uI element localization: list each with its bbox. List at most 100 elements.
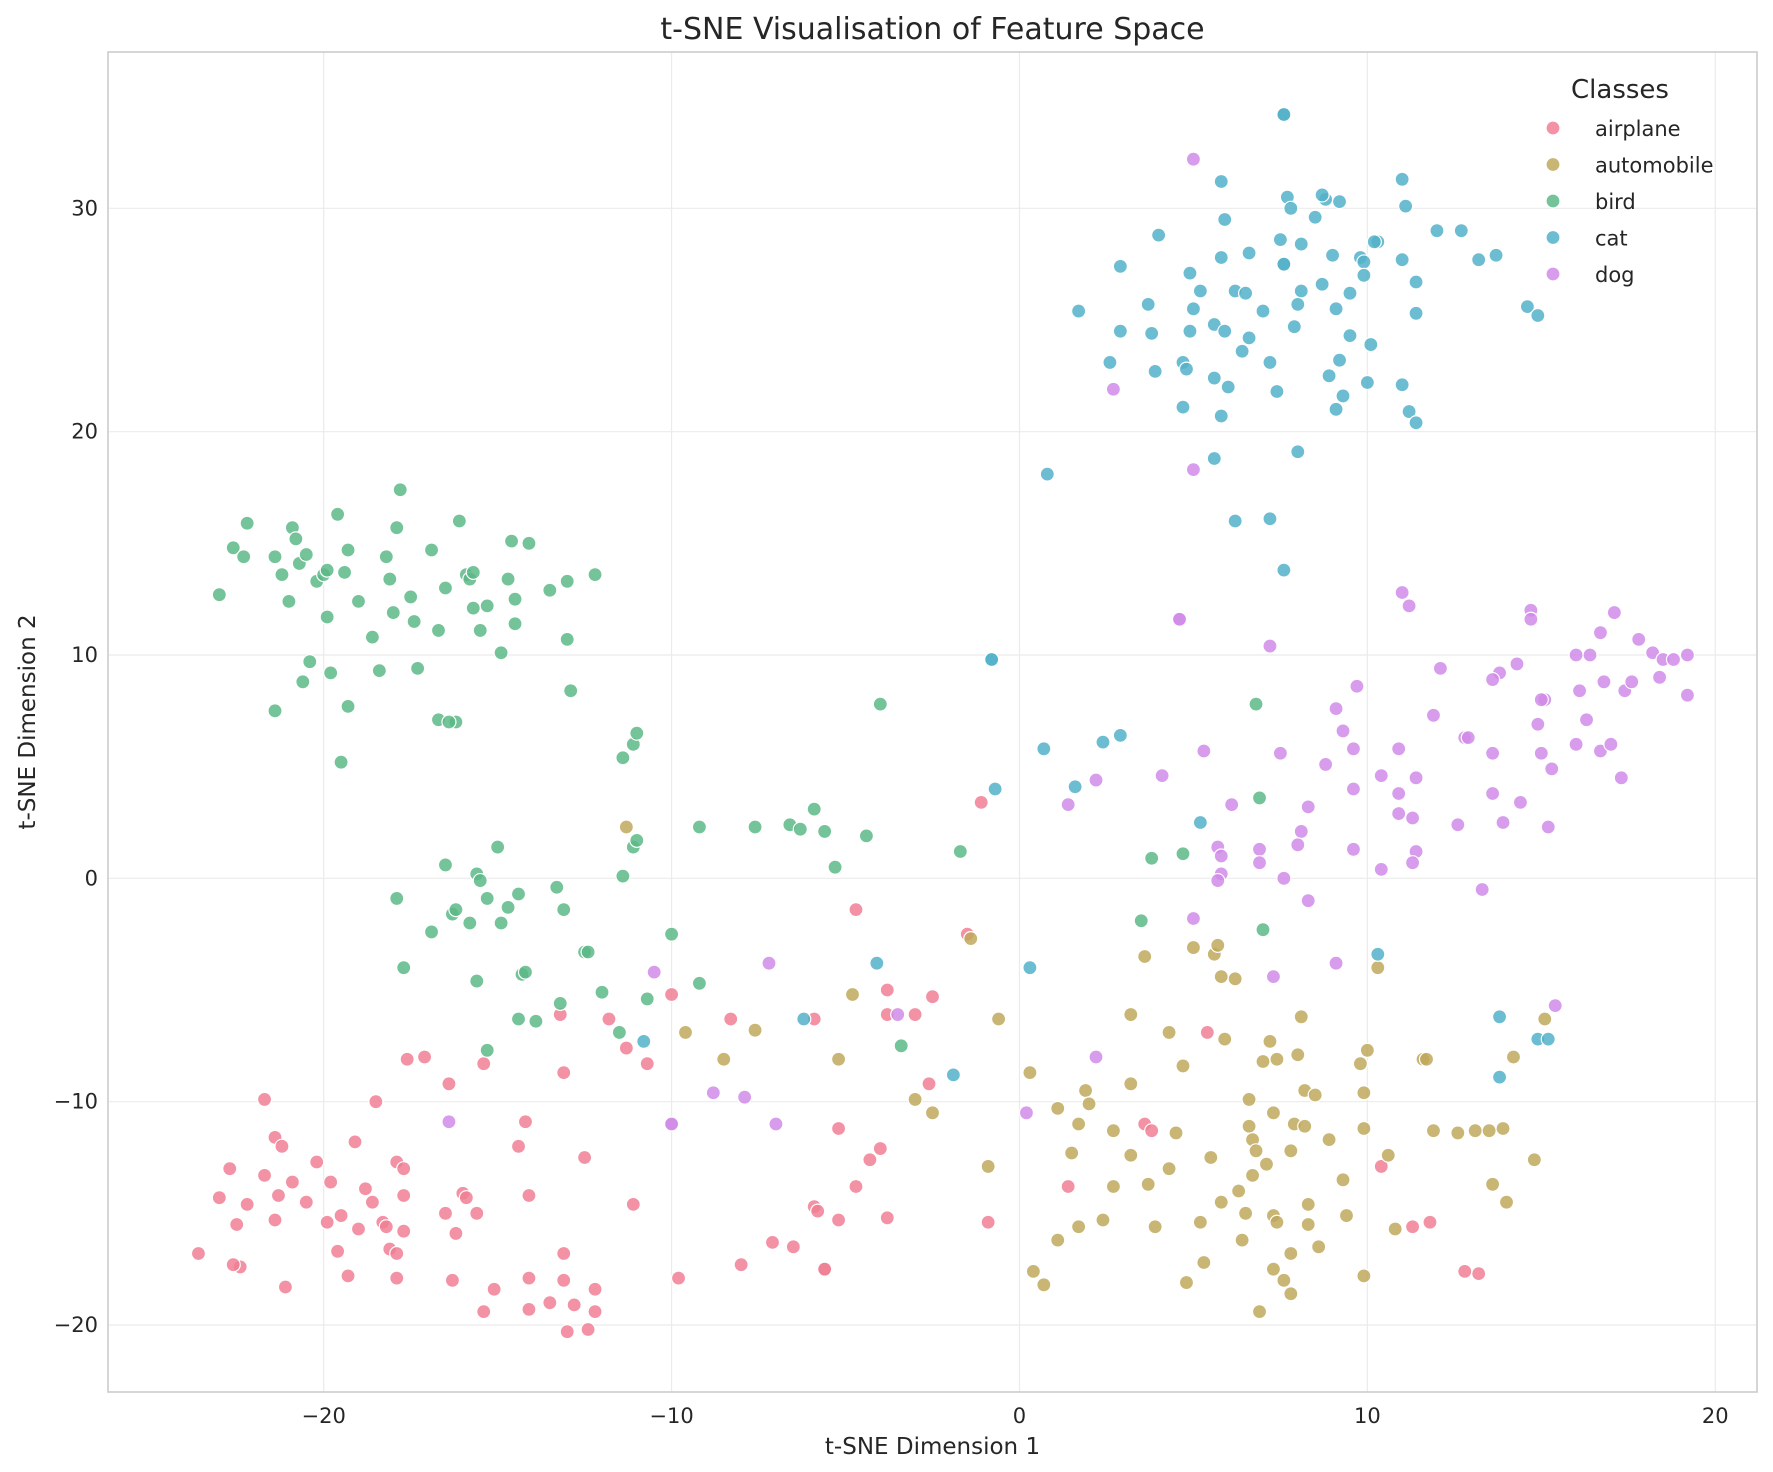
point-bird <box>500 571 516 587</box>
y-axis-label: t-SNE Dimension 2 <box>15 614 41 829</box>
point-dog <box>1509 656 1525 672</box>
point-cat <box>1140 296 1156 312</box>
point-automobile <box>1297 1118 1313 1134</box>
point-dog <box>1603 736 1619 752</box>
point-cat <box>1213 173 1229 190</box>
point-dog <box>1485 671 1501 688</box>
point-airplane <box>521 1187 537 1204</box>
point-airplane <box>284 1174 300 1190</box>
point-airplane <box>587 1303 603 1320</box>
point-automobile <box>1352 1056 1369 1072</box>
legend-label-bird: bird <box>1595 190 1636 214</box>
point-airplane <box>486 1281 502 1297</box>
point-automobile <box>1481 1123 1497 1139</box>
series-dog <box>441 151 1696 1132</box>
legend-title: Classes <box>1571 75 1669 105</box>
point-airplane <box>848 1178 864 1195</box>
point-cat <box>984 651 1000 668</box>
point-automobile <box>1175 1058 1191 1074</box>
point-airplane <box>1373 1158 1389 1175</box>
point-dog <box>1401 598 1417 614</box>
point-bird <box>448 901 464 918</box>
point-dog <box>1088 1049 1104 1065</box>
point-bird <box>385 604 401 621</box>
legend-label-automobile: automobile <box>1595 154 1713 178</box>
point-dog <box>1213 848 1229 864</box>
point-bird <box>587 566 603 583</box>
point-automobile <box>1485 1176 1501 1192</box>
point-airplane <box>517 1114 534 1130</box>
point-automobile <box>1231 1183 1247 1199</box>
point-automobile <box>1071 1116 1087 1132</box>
point-cat <box>1039 466 1055 482</box>
point-automobile <box>1450 1125 1466 1141</box>
point-bird <box>340 542 356 558</box>
point-bird <box>611 1024 627 1041</box>
point-airplane <box>277 1279 294 1295</box>
point-automobile <box>1213 968 1229 985</box>
point-cat <box>1175 399 1191 415</box>
point-bird <box>580 944 596 960</box>
point-airplane <box>389 1245 405 1262</box>
point-bird <box>472 622 488 639</box>
point-bird <box>521 535 537 551</box>
point-airplane <box>556 1065 572 1081</box>
point-bird <box>430 622 447 639</box>
point-automobile <box>924 1105 941 1121</box>
point-airplane <box>309 1154 325 1170</box>
point-airplane <box>256 1091 273 1108</box>
point-cat <box>1067 779 1083 795</box>
point-automobile <box>1161 1024 1177 1041</box>
point-bird <box>559 631 575 647</box>
point-bird <box>295 674 311 690</box>
point-bird <box>528 1013 544 1029</box>
point-automobile <box>1251 1303 1268 1320</box>
point-bird <box>663 926 680 942</box>
point-automobile <box>1265 1261 1282 1277</box>
legend-label-cat: cat <box>1595 227 1628 251</box>
point-dog <box>1154 767 1170 784</box>
legend-label-dog: dog <box>1595 263 1635 287</box>
point-airplane <box>973 794 989 811</box>
point-dog <box>1185 151 1202 167</box>
point-automobile <box>1241 1118 1257 1134</box>
point-airplane <box>229 1216 245 1233</box>
point-airplane <box>225 1257 241 1273</box>
point-bird <box>451 513 467 529</box>
point-cat <box>1147 363 1163 379</box>
point-cat <box>1342 285 1358 301</box>
point-bird <box>503 533 520 549</box>
point-bird <box>507 591 523 607</box>
point-bird <box>392 482 408 498</box>
point-dog <box>1408 770 1424 786</box>
point-automobile <box>1276 1272 1292 1288</box>
legend-label-airplane: airplane <box>1595 117 1681 141</box>
point-automobile <box>1244 1167 1261 1183</box>
point-automobile <box>1269 1051 1285 1067</box>
series-airplane <box>190 794 1487 1340</box>
point-cat <box>1151 227 1167 243</box>
point-bird <box>510 1011 527 1027</box>
point-airplane <box>580 1321 596 1338</box>
point-automobile <box>907 1091 923 1108</box>
point-dog <box>1373 767 1389 784</box>
point-cat <box>1488 247 1504 263</box>
point-dog <box>705 1085 721 1101</box>
point-dog <box>1544 761 1560 777</box>
point-airplane <box>396 1187 412 1204</box>
point-dog <box>441 1114 457 1130</box>
point-cat <box>1408 305 1424 321</box>
point-airplane <box>639 1056 655 1072</box>
point-airplane <box>476 1303 492 1320</box>
point-automobile <box>716 1051 732 1067</box>
point-dog <box>1474 881 1490 898</box>
point-cat <box>1182 323 1198 339</box>
point-automobile <box>1248 1143 1264 1159</box>
point-airplane <box>1199 1024 1215 1041</box>
point-dog <box>1613 770 1629 786</box>
point-airplane <box>399 1051 415 1067</box>
point-dog <box>1335 723 1351 739</box>
point-automobile <box>1081 1096 1097 1112</box>
point-cat <box>945 1067 961 1083</box>
